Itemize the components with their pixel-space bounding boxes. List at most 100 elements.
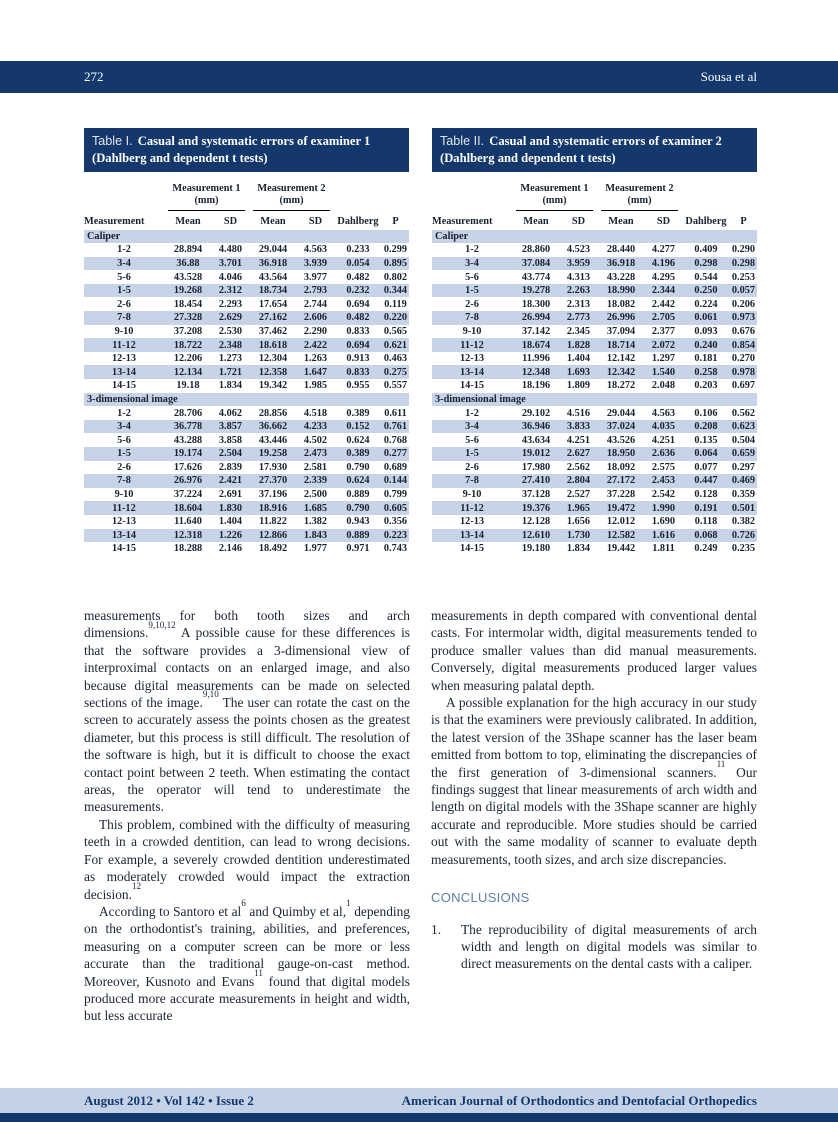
table-cell: 0.605 xyxy=(383,502,408,514)
table-cell: 17.626 xyxy=(173,461,203,473)
table-cell: 1.990 xyxy=(651,502,676,514)
table-row: 2-6 17.626 2.839 17.930 2.581 0.790 0.689 xyxy=(84,461,409,475)
table-cell: 5-6 xyxy=(465,434,479,446)
table-cell: 3-4 xyxy=(465,421,479,433)
table-cell: 7-8 xyxy=(117,475,131,487)
body-paragraph: According to Santoro et al6 and Quimby e… xyxy=(84,898,411,1024)
table-2: Table II. Casual and systematic errors o… xyxy=(432,128,757,556)
table-cell: 0.973 xyxy=(731,312,756,324)
table-section-row: 3-dimensional image xyxy=(84,392,409,407)
table-cell: 2.312 xyxy=(218,285,243,297)
table-cell: 0.501 xyxy=(731,502,756,514)
table-cell: 0.833 xyxy=(346,325,370,337)
table-cell: 37.228 xyxy=(606,489,636,501)
table-cell: 0.220 xyxy=(383,312,408,324)
table-cell: 28.856 xyxy=(258,407,288,419)
table-cell: 4.295 xyxy=(651,271,676,283)
table-cell: 0.298 xyxy=(694,257,718,269)
table-2-column-header-row: Measurement Mean SD Mean SD Dahlberg P xyxy=(432,211,757,230)
table-row: 1-2 28.894 4.480 29.044 4.563 0.233 0.299 xyxy=(84,243,409,257)
table-cell: 1-5 xyxy=(117,285,131,297)
table-cell: 0.955 xyxy=(346,380,370,392)
citation-superscript: 9,10 xyxy=(202,689,219,700)
table-cell: 0.250 xyxy=(694,285,718,297)
table-cell: 0.761 xyxy=(383,421,408,433)
table-cell: 4.062 xyxy=(218,407,243,419)
table-cell: 0.463 xyxy=(383,353,408,365)
table-row: 7-8 27.410 2.804 27.172 2.453 0.447 0.469 xyxy=(432,474,757,488)
list-item-number: 1. xyxy=(431,921,442,937)
table-cell: 19.174 xyxy=(173,448,203,460)
table-2-grid: Measurement 1 (mm) Measurement 2 (mm) Me… xyxy=(432,181,757,556)
table-cell: 3.858 xyxy=(218,434,243,446)
table-row: 11-12 18.722 2.348 18.618 2.422 0.694 0.621 xyxy=(84,338,409,352)
table-row: 9-10 37.142 2.345 37.094 2.377 0.093 0.676 xyxy=(432,325,757,339)
table-cell: 1.843 xyxy=(303,529,328,541)
conclusions-list-item: 1. The reproducibility of digital measur… xyxy=(431,921,757,973)
table-cell: 4.035 xyxy=(651,421,676,433)
table-cell: 9-10 xyxy=(114,489,134,501)
table-cell: 12.012 xyxy=(606,516,636,528)
table-1-grid: Measurement 1 (mm) Measurement 2 (mm) Me… xyxy=(84,181,409,556)
table-row: 5-6 43.774 4.313 43.228 4.295 0.544 0.253 xyxy=(432,270,757,284)
citation-superscript: 6 xyxy=(241,898,246,909)
page-number: 272 xyxy=(84,69,104,84)
table-section-label: 3-dimensional image xyxy=(87,393,178,405)
table-cell: 0.913 xyxy=(346,353,370,365)
column-header: Mean xyxy=(608,215,634,227)
body-paragraph: A possible explanation for the high accu… xyxy=(431,695,757,867)
table-cell: 18.300 xyxy=(521,298,551,310)
table-row: 7-8 26.994 2.773 26.996 2.705 0.061 0.973 xyxy=(432,311,757,325)
table-cell: 2.421 xyxy=(218,475,243,487)
table-1-group-header-row: Measurement 1 (mm) Measurement 2 (mm) xyxy=(84,181,409,211)
table-row: 11-12 18.604 1.830 18.916 1.685 0.790 0.605 xyxy=(84,501,409,515)
table-cell: 2.377 xyxy=(651,325,676,337)
table-cell: 13-14 xyxy=(459,366,485,378)
running-head-authors: Sousa et al xyxy=(700,69,757,84)
table-cell: 7-8 xyxy=(117,312,131,324)
table-cell: 0.118 xyxy=(694,516,718,528)
table-row: 1-2 28.860 4.523 28.440 4.277 0.409 0.290 xyxy=(432,243,757,257)
body-text-right-column: measurements in depth compared with conv… xyxy=(431,607,757,973)
table-cell: 0.943 xyxy=(346,516,370,528)
table-cell: 0.299 xyxy=(383,244,408,256)
table-cell: 1.834 xyxy=(218,380,243,392)
table-cell: 0.057 xyxy=(731,285,756,297)
table-cell: 19.180 xyxy=(521,543,551,555)
table-cell: 1.404 xyxy=(218,516,243,528)
table-cell: 2.530 xyxy=(218,325,243,337)
table-row: 9-10 37.224 2.691 37.196 2.500 0.889 0.799 xyxy=(84,488,409,502)
table-cell: 4.502 xyxy=(303,434,328,446)
column-header: SD xyxy=(571,215,586,227)
table-cell: 7-8 xyxy=(465,475,479,487)
group-header-measurement-1: Measurement 1 (mm) xyxy=(516,183,593,211)
table-cell: 36.918 xyxy=(258,257,288,269)
table-cell: 18.604 xyxy=(173,502,203,514)
citation-superscript: 1 xyxy=(346,898,351,909)
table-row: 1-5 19.012 2.627 18.950 2.636 0.064 0.659 xyxy=(432,447,757,461)
footer-navy-bar xyxy=(0,1113,838,1122)
table-cell: 0.290 xyxy=(731,244,756,256)
table-cell: 11.822 xyxy=(259,516,287,528)
table-cell: 11-12 xyxy=(460,502,484,514)
table-cell: 0.119 xyxy=(384,298,407,310)
table-cell: 0.802 xyxy=(383,271,408,283)
table-cell: 14-15 xyxy=(111,380,137,392)
table-cell: 12.582 xyxy=(606,529,636,541)
table-cell: 17.654 xyxy=(258,298,288,310)
column-header: SD xyxy=(656,215,671,227)
table-cell: 0.206 xyxy=(731,298,756,310)
table-cell: 11-12 xyxy=(460,339,484,351)
table-cell: 1-5 xyxy=(117,448,131,460)
table-cell: 18.950 xyxy=(606,448,636,460)
table-cell: 1.834 xyxy=(566,543,591,555)
group-header-measurement-1: Measurement 1 (mm) xyxy=(168,183,245,211)
table-cell: 0.447 xyxy=(694,475,718,487)
table-cell: 1-2 xyxy=(465,407,479,419)
table-cell: 12-13 xyxy=(459,516,485,528)
list-item-text: The reproducibility of digital measureme… xyxy=(461,921,757,972)
table-cell: 1.721 xyxy=(218,366,243,378)
table-1: Table I. Casual and systematic errors of… xyxy=(84,128,409,556)
table-cell: 0.409 xyxy=(694,244,718,256)
